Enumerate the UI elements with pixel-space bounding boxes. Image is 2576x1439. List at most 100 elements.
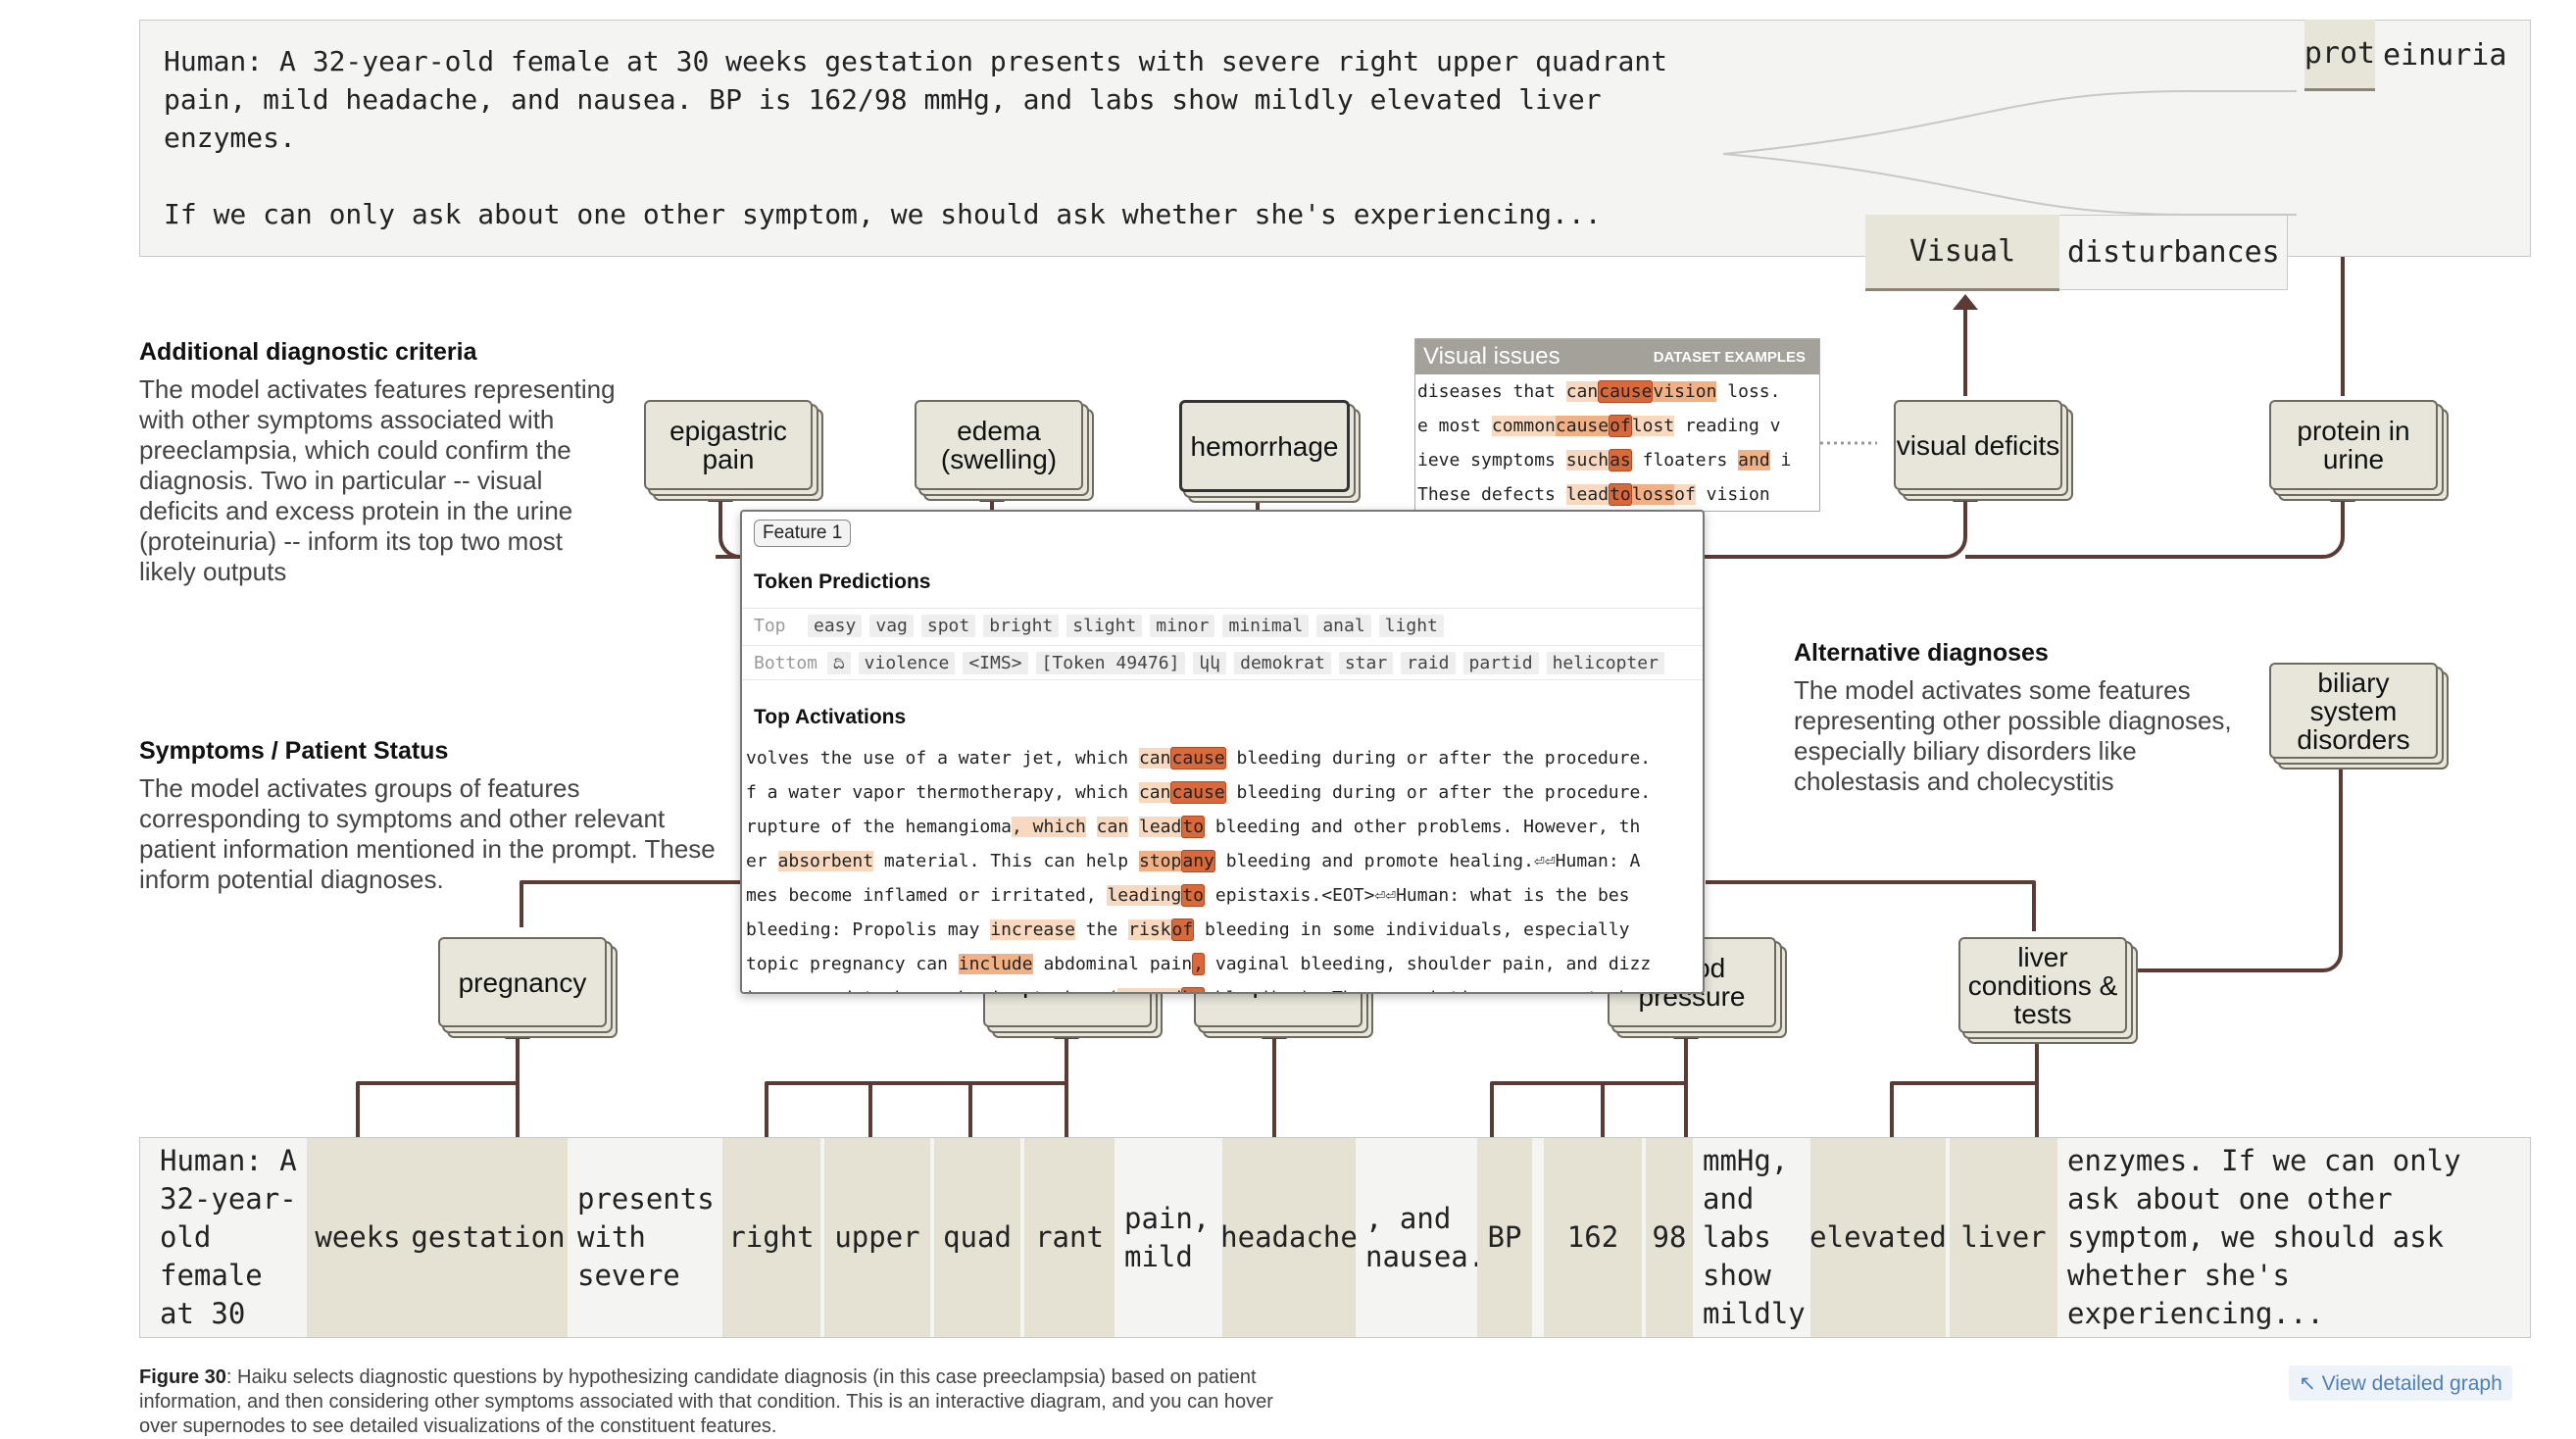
- wire-bus-visual: [1701, 500, 1967, 559]
- section-alternative: Alternative diagnoses The model activate…: [1794, 639, 2254, 797]
- context-text: epistaxis.<EOT>⏎⏎Human: what is the bes: [1205, 885, 1630, 906]
- highlighted-token: absorbent: [777, 851, 874, 871]
- context-text: vaginal bleeding, shoulder pain, and diz…: [1205, 954, 1652, 974]
- highlighted-token: leading: [1107, 885, 1182, 906]
- output-token-proteinuria: prot einuria: [2304, 19, 2507, 91]
- activation-row: ) compared to hemorrhagic strokes (cause…: [746, 981, 1697, 992]
- output-branch-curve: [1722, 90, 2297, 216]
- prompt-token: , and nausea.: [1365, 1201, 1486, 1273]
- prediction-token: light: [1378, 615, 1444, 637]
- context-text: f a water vapor thermotherapy, which: [746, 782, 1139, 803]
- node-hemorrhage[interactable]: hemorrhage: [1179, 400, 1350, 492]
- node-epigastric-pain[interactable]: epigastric pain: [644, 400, 813, 490]
- highlighted-token: any: [1181, 850, 1215, 872]
- context-text: These defects: [1417, 484, 1566, 505]
- highlighted-token: as: [1609, 449, 1632, 471]
- context-text: bleeding during or after the procedure.: [1225, 748, 1652, 769]
- prompt-token-highlighted: quad: [934, 1138, 1020, 1337]
- output-token-highlight: prot: [2304, 19, 2375, 91]
- context-text: vision: [1695, 484, 1770, 505]
- prompt-token: Human: A 32-year- old female at 30: [160, 1144, 297, 1330]
- context-text: bleeding and other problems. However, th: [1205, 817, 1641, 837]
- highlighted-token: cause: [1170, 781, 1226, 804]
- highlighted-token: common: [1491, 416, 1556, 436]
- wire-liver-biliary: [2117, 765, 2343, 972]
- wire-pregnancy-up: [520, 880, 745, 927]
- node-visual-deficits[interactable]: visual deficits: [1894, 400, 2062, 490]
- prompt-token-highlighted: 98: [1646, 1138, 1693, 1337]
- prompt-token: pain, mild: [1124, 1201, 1211, 1273]
- node-pregnancy[interactable]: pregnancy: [438, 937, 607, 1027]
- prompt-token-highlighted: headache: [1220, 1138, 1358, 1337]
- prompt-token: presents with severe: [577, 1182, 715, 1292]
- context-text: [1086, 817, 1097, 837]
- dataset-subtitle: DATASET EXAMPLES: [1653, 348, 1806, 366]
- section-body: The model activates groups of features c…: [139, 773, 716, 894]
- activation-row: mes become inflamed or irritated, leadin…: [746, 878, 1697, 913]
- feature-chip[interactable]: Feature 1: [754, 520, 852, 547]
- node-biliary[interactable]: biliary system disorders: [2269, 663, 2438, 759]
- activation-row: bleeding: Propolis may increase the risk…: [746, 913, 1697, 947]
- top-predictions-row: Top easy vag spot bright slight minor minimal a…: [742, 608, 1703, 643]
- figure-caption: Figure 30: Haiku selects diagnostic ques…: [139, 1365, 1296, 1439]
- highlighted-token: of: [1170, 918, 1195, 941]
- highlighted-token: risk: [1128, 919, 1171, 940]
- prediction-token: minor: [1150, 615, 1215, 637]
- prediction-token: slight: [1066, 615, 1143, 637]
- highlighted-token: to: [1609, 483, 1632, 506]
- context-text: bleeding in some individuals, especially: [1194, 919, 1630, 940]
- output-token-visual-disturbances: Visual disturbances: [1865, 214, 2288, 291]
- context-text: diseases that: [1417, 381, 1566, 402]
- activation-row: f a water vapor thermotherapy, which can…: [746, 775, 1697, 810]
- output-token-rest: einuria: [2383, 37, 2507, 73]
- dataset-example-row: e most commoncauseoflost reading v: [1415, 409, 1819, 443]
- highlighted-token: lead: [1565, 484, 1610, 505]
- section-title: Symptoms / Patient Status: [139, 737, 449, 765]
- prompt-token-highlighted: BP: [1477, 1138, 1532, 1337]
- context-text: ieve symptoms: [1417, 450, 1566, 471]
- section-body: The model activates some features repres…: [1794, 675, 2232, 796]
- wire-right-quadrant: [765, 1081, 1066, 1137]
- highlighted-token: can: [1138, 782, 1171, 803]
- highlighted-token: by: [1181, 987, 1206, 992]
- prediction-token: partid: [1462, 651, 1539, 674]
- output-token-rest: disturbances: [2067, 235, 2280, 270]
- output-token-highlight: Visual: [1865, 214, 2059, 291]
- top-activations-title: Top Activations: [754, 706, 907, 728]
- caption-text: : Haiku selects diagnostic questions by …: [139, 1366, 1273, 1437]
- context-text: rupture of the hemangioma: [746, 817, 1012, 837]
- wire-to-epigastric: [716, 500, 742, 559]
- context-text: abdominal pain: [1032, 954, 1193, 974]
- dataset-rows: diseases that cancausevision loss. e most…: [1415, 374, 1819, 511]
- highlighted-token: to: [1181, 816, 1206, 838]
- highlighted-token: cause: [1598, 380, 1654, 403]
- activation-row: er absorbent material. This can help sto…: [746, 844, 1697, 878]
- node-protein-in-urine[interactable]: protein in urine: [2269, 400, 2438, 490]
- context-text: material. This can help: [873, 851, 1139, 871]
- caption-label: Figure 30: [139, 1366, 226, 1388]
- highlighted-token: increase: [990, 919, 1075, 940]
- highlighted-token: to: [1181, 884, 1206, 907]
- prediction-token: <IMS>: [963, 651, 1028, 674]
- node-liver-conditions[interactable]: liver conditions & tests: [1958, 937, 2127, 1033]
- activation-row: topic pregnancy can include abdominal pa…: [746, 947, 1697, 981]
- node-edema[interactable]: edema (swelling): [915, 400, 1083, 490]
- highlighted-token: include: [958, 954, 1033, 974]
- context-text: bleeding: Propolis may: [746, 919, 991, 940]
- context-text: [1128, 817, 1139, 837]
- context-text: i: [1769, 450, 1792, 471]
- prediction-token: bright: [983, 615, 1060, 637]
- highlighted-token: vision: [1653, 381, 1717, 402]
- feature-panel: Feature 1 Token Predictions Top easy vag s…: [740, 510, 1705, 994]
- activation-row: rupture of the hemangioma, which can lea…: [746, 810, 1697, 844]
- highlighted-token: can: [1565, 381, 1599, 402]
- dataset-examples-card: Visual issues DATASET EXAMPLES diseases …: [1414, 338, 1820, 512]
- prompt-token-highlighted: gestation: [409, 1138, 568, 1337]
- prediction-token: anal: [1316, 615, 1371, 637]
- prediction-token: spot: [920, 615, 976, 637]
- context-text: floaters: [1631, 450, 1739, 471]
- view-detailed-graph-button[interactable]: ↖ View detailed graph: [2289, 1365, 2512, 1401]
- token-predictions-title: Token Predictions: [754, 571, 931, 593]
- dataset-example-row: diseases that cancausevision loss.: [1415, 374, 1819, 409]
